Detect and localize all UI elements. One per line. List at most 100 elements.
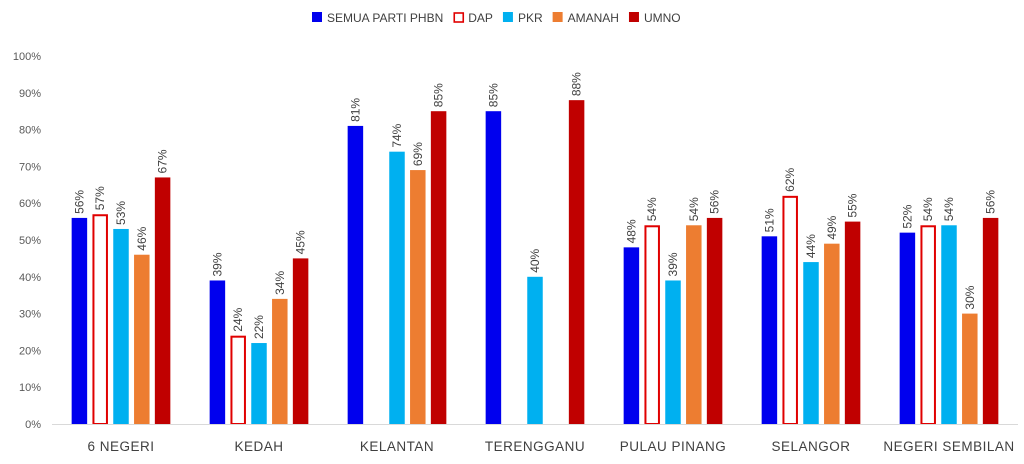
- bar-dap: [92, 214, 108, 425]
- bars: [71, 100, 999, 425]
- bar-semua-parti-phbn: [209, 280, 226, 424]
- y-tick-label: 40%: [19, 272, 41, 284]
- x-tick-label: KELANTAN: [360, 439, 434, 454]
- bar-umno: [154, 177, 171, 424]
- legend-item: UMNO: [628, 11, 681, 25]
- data-label: 52%: [900, 204, 914, 228]
- y-tick-label: 60%: [19, 198, 41, 210]
- bar-amanah: [962, 313, 978, 424]
- y-tick-label: 80%: [19, 125, 41, 137]
- y-tick-label: 0%: [25, 419, 41, 431]
- data-label: 57%: [93, 186, 107, 210]
- y-tick-label: 30%: [19, 309, 41, 321]
- bar-semua-parti-phbn: [485, 111, 502, 424]
- bar-umno: [982, 217, 999, 424]
- data-label: 39%: [666, 252, 680, 276]
- legend-label: UMNO: [644, 11, 681, 25]
- data-label: 56%: [72, 190, 86, 214]
- bar-dap: [644, 225, 660, 425]
- y-tick-label: 90%: [19, 88, 41, 100]
- y-axis: 0% 10% 20% 30% 40% 50% 60% 70% 80% 90% 100%: [13, 51, 41, 431]
- y-tick-label: 50%: [19, 235, 41, 247]
- data-label: 85%: [432, 83, 446, 107]
- legend-item: SEMUA PARTI PHBN: [312, 11, 443, 25]
- data-label: 62%: [783, 167, 797, 191]
- data-label: 48%: [624, 219, 638, 243]
- x-tick-label: PULAU PINANG: [620, 439, 727, 454]
- bar-umno: [292, 258, 309, 424]
- data-label: 45%: [294, 230, 308, 254]
- bar-pkr: [803, 262, 819, 424]
- bar-semua-parti-phbn: [899, 232, 916, 424]
- y-tick-label: 70%: [19, 161, 41, 173]
- data-label: 54%: [645, 197, 659, 221]
- legend-label: PKR: [518, 11, 543, 25]
- x-axis: 6 NEGERI KEDAH KELANTAN TERENGGANU PULAU PIN…: [52, 424, 1018, 454]
- x-tick-label: SELANGOR: [771, 439, 850, 454]
- legend-label: DAP: [468, 11, 493, 25]
- data-label: 88%: [570, 72, 584, 96]
- legend-swatch: [312, 12, 322, 22]
- bar-pkr: [251, 343, 267, 424]
- legend-swatch: [552, 12, 563, 22]
- bar-amanah: [134, 254, 150, 424]
- legend: SEMUA PARTI PHBN DAP PKR AMANAH UMNO: [312, 11, 681, 25]
- bar-umno: [430, 111, 447, 424]
- data-label: 81%: [348, 98, 362, 122]
- bar-amanah: [410, 170, 426, 424]
- bar-amanah: [686, 225, 702, 424]
- bar-pkr: [113, 228, 129, 424]
- bar-semua-parti-phbn: [623, 247, 640, 424]
- bar-amanah: [824, 243, 840, 424]
- x-tick-label: NEGERI SEMBILAN: [883, 439, 1014, 454]
- data-labels: 56% 57% 53% 46% 67% 39% 24% 22% 34% 45% 81% 74% 69% 8…: [72, 72, 997, 339]
- x-tick-label: TERENGGANU: [485, 439, 585, 454]
- data-label: 51%: [762, 208, 776, 232]
- data-label: 44%: [804, 234, 818, 258]
- data-label: 56%: [984, 190, 998, 214]
- data-label: 39%: [210, 252, 224, 276]
- legend-label: SEMUA PARTI PHBN: [327, 11, 443, 25]
- legend-label: AMANAH: [568, 11, 619, 25]
- y-tick-label: 20%: [19, 345, 41, 357]
- data-label: 55%: [846, 193, 860, 217]
- bar-pkr: [527, 276, 543, 424]
- bar-semua-parti-phbn: [347, 125, 364, 425]
- data-label: 49%: [825, 215, 839, 239]
- bar-pkr: [941, 225, 957, 424]
- data-label: 34%: [273, 271, 287, 295]
- bar-dap: [230, 335, 246, 425]
- bar-semua-parti-phbn: [71, 217, 88, 424]
- legend-item: AMANAH: [552, 11, 619, 25]
- data-label: 54%: [921, 197, 935, 221]
- data-label: 54%: [687, 197, 701, 221]
- legend-swatch: [453, 12, 465, 23]
- data-label: 40%: [528, 248, 542, 272]
- bar-umno: [568, 100, 585, 424]
- data-label: 46%: [135, 226, 149, 250]
- bar-semua-parti-phbn: [761, 236, 778, 424]
- legend-item: PKR: [502, 11, 543, 25]
- y-tick-label: 10%: [19, 382, 41, 394]
- data-label: 56%: [708, 190, 722, 214]
- legend-swatch: [628, 12, 639, 22]
- data-label: 85%: [486, 83, 500, 107]
- legend-swatch: [502, 12, 513, 22]
- bar-amanah: [272, 298, 288, 424]
- data-label: 30%: [963, 285, 977, 309]
- data-label: 54%: [942, 197, 956, 221]
- data-label: 67%: [156, 149, 170, 173]
- x-tick-label: KEDAH: [234, 439, 283, 454]
- y-tick-label: 100%: [13, 51, 41, 63]
- bar-pkr: [665, 280, 681, 424]
- bar-dap: [782, 195, 798, 425]
- bar-umno: [706, 217, 723, 424]
- data-label: 22%: [252, 315, 266, 339]
- data-label: 24%: [231, 307, 245, 331]
- bar-umno: [844, 221, 861, 424]
- bar-dap: [920, 225, 936, 425]
- bar-pkr: [389, 151, 405, 424]
- x-tick-label: 6 NEGERI: [87, 439, 154, 454]
- legend-item: DAP: [453, 11, 493, 25]
